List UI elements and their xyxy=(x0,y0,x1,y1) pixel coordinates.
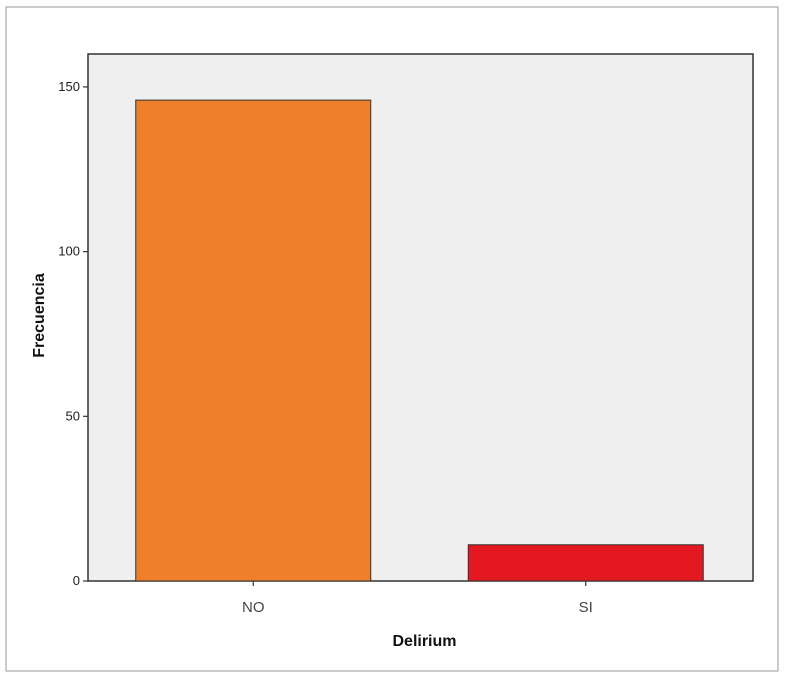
x-tick-label: SI xyxy=(579,599,593,616)
y-axis-title: Frecuencia xyxy=(31,273,48,358)
y-tick-label: 150 xyxy=(58,79,80,94)
x-axis: NO SI xyxy=(242,581,593,616)
bar-si xyxy=(467,544,704,582)
x-axis-title: Delirium xyxy=(392,633,456,650)
y-tick-label: 50 xyxy=(66,408,80,423)
bars xyxy=(135,99,704,582)
y-axis: 0 50 100 150 xyxy=(58,79,88,588)
x-tick-label: NO xyxy=(242,599,265,616)
y-tick-label: 100 xyxy=(58,244,80,259)
bar-no xyxy=(135,99,372,582)
y-tick-label: 0 xyxy=(73,573,80,588)
